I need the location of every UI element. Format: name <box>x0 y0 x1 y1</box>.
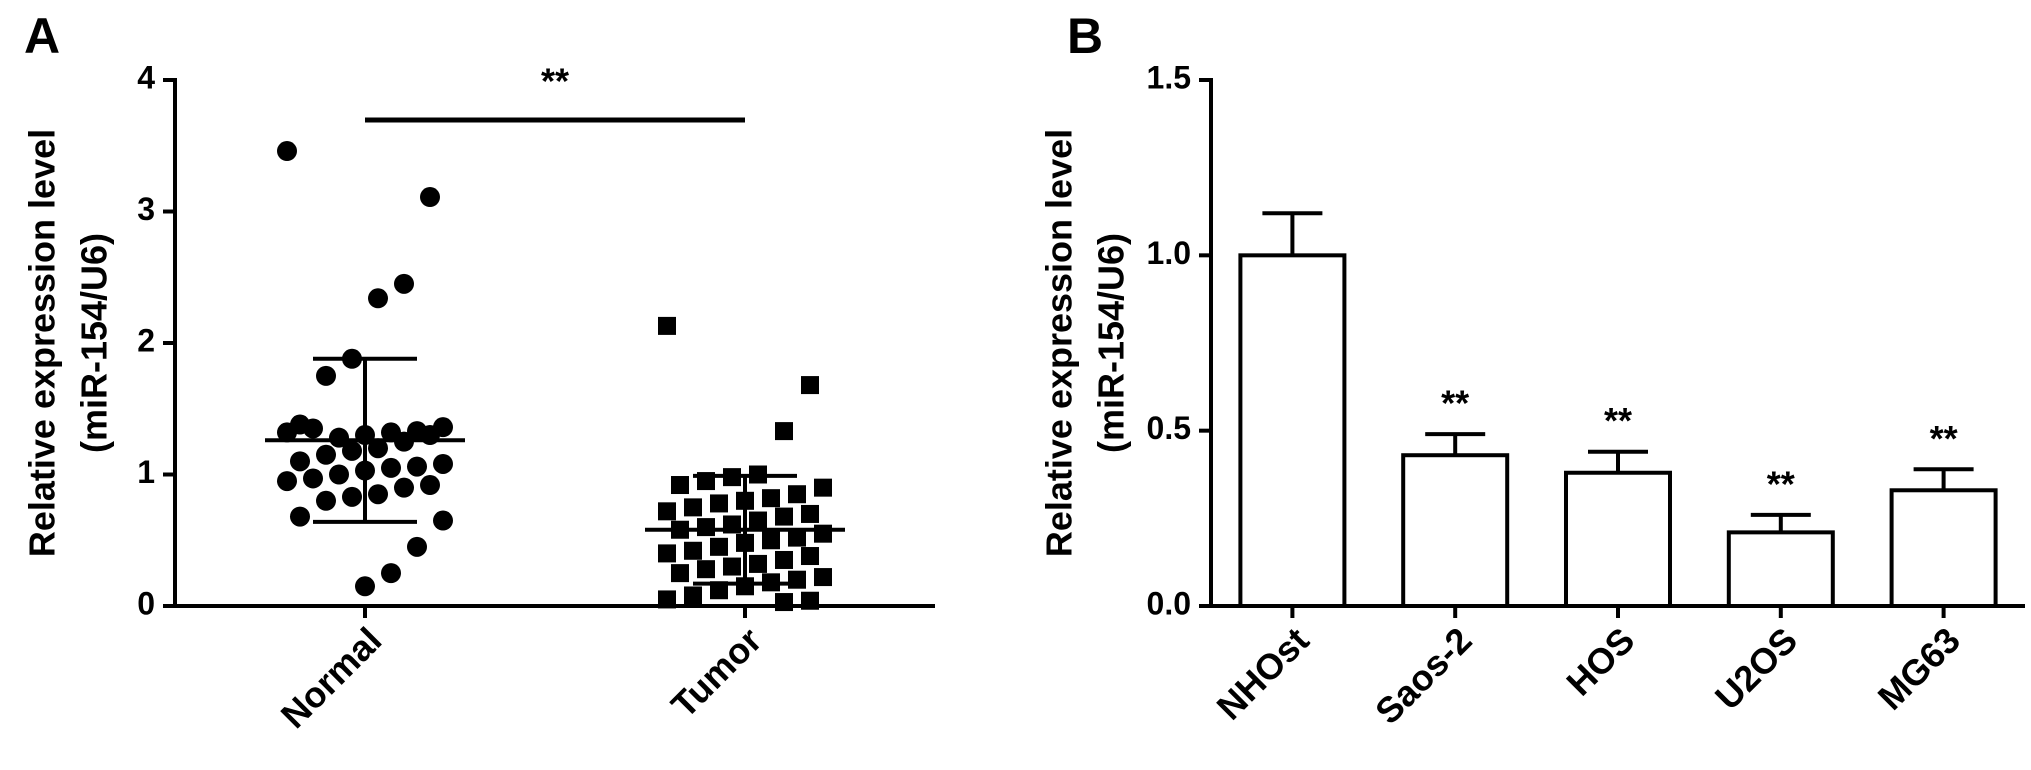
data-point <box>342 440 362 461</box>
data-point <box>290 451 310 472</box>
data-point <box>277 141 297 162</box>
data-point <box>814 524 832 543</box>
data-point <box>420 187 440 208</box>
y-axis-label: (miR-154/U6) <box>1091 233 1132 453</box>
data-point <box>329 464 349 485</box>
data-point <box>368 484 388 505</box>
data-point <box>277 471 297 492</box>
data-point <box>801 376 819 395</box>
data-point <box>433 510 453 531</box>
y-tick-label: 3 <box>137 191 155 227</box>
x-tick-label: NHOst <box>1209 619 1317 727</box>
data-point <box>368 288 388 309</box>
data-point <box>684 498 702 517</box>
bar <box>1238 253 1347 608</box>
data-point <box>381 563 401 584</box>
significance-label: ** <box>1604 400 1632 441</box>
data-point <box>658 316 676 335</box>
data-point <box>277 422 297 443</box>
data-point <box>671 476 689 495</box>
data-point <box>684 586 702 605</box>
data-point <box>775 593 793 612</box>
data-point <box>801 504 819 523</box>
y-axis-label: Relative expression level <box>1039 129 1080 557</box>
data-point <box>658 544 676 563</box>
data-point <box>814 568 832 587</box>
y-tick-label: 0.0 <box>1147 585 1191 621</box>
data-point <box>433 453 453 474</box>
data-point <box>775 507 793 526</box>
data-point <box>316 490 336 511</box>
data-point <box>684 541 702 560</box>
data-point <box>788 485 806 504</box>
y-axis-label: Relative expression level <box>22 129 63 557</box>
y-tick-label: 1 <box>137 454 155 490</box>
y-tick-label: 2 <box>137 322 155 358</box>
x-tick-label: Normal <box>273 619 390 736</box>
significance-label: ** <box>1930 418 1958 459</box>
x-tick-label: Tumor <box>663 619 769 725</box>
data-point <box>762 489 780 508</box>
data-point <box>775 422 793 441</box>
data-point <box>801 547 819 566</box>
data-point <box>407 456 427 477</box>
y-tick-label: 1.0 <box>1147 235 1191 271</box>
significance-label: ** <box>1767 463 1795 504</box>
data-point <box>749 554 767 573</box>
data-point <box>368 438 388 459</box>
data-point <box>303 418 323 439</box>
x-tick-label: U2OS <box>1707 619 1805 717</box>
bar <box>1564 470 1672 608</box>
data-point <box>420 475 440 496</box>
bar <box>1401 453 1510 609</box>
data-point <box>329 427 349 448</box>
data-point <box>775 550 793 569</box>
data-point <box>303 468 323 489</box>
data-point <box>394 477 414 498</box>
y-tick-label: 1.5 <box>1147 59 1191 95</box>
data-point <box>801 591 819 610</box>
data-point <box>407 536 427 557</box>
significance-label: ** <box>1441 383 1469 424</box>
data-point <box>697 518 715 537</box>
data-point <box>342 486 362 507</box>
data-point <box>710 494 728 513</box>
data-point <box>355 576 375 597</box>
significance-label: ** <box>541 61 569 102</box>
x-tick-label: HOS <box>1558 619 1642 703</box>
data-point <box>394 273 414 294</box>
panel-label: B <box>1067 8 1103 64</box>
data-point <box>316 444 336 465</box>
data-point <box>658 590 676 609</box>
x-tick-label: Saos-2 <box>1367 619 1479 731</box>
y-tick-label: 0 <box>137 585 155 621</box>
data-point <box>788 570 806 589</box>
y-tick-label: 4 <box>137 59 155 95</box>
panel-label: A <box>24 8 60 64</box>
y-tick-label: 0.5 <box>1147 410 1191 446</box>
data-point <box>316 365 336 386</box>
x-tick-label: MG63 <box>1870 619 1968 717</box>
data-point <box>381 457 401 478</box>
bar <box>1726 530 1835 608</box>
data-point <box>697 560 715 579</box>
data-point <box>290 506 310 527</box>
data-point <box>710 581 728 600</box>
data-point <box>658 502 676 521</box>
data-point <box>788 528 806 547</box>
y-axis-label: (miR-154/U6) <box>74 233 115 453</box>
data-point <box>749 511 767 530</box>
data-point <box>723 557 741 576</box>
bar <box>1889 488 1998 608</box>
data-point <box>710 537 728 556</box>
data-point <box>814 478 832 497</box>
data-point <box>671 564 689 583</box>
data-point <box>762 531 780 550</box>
